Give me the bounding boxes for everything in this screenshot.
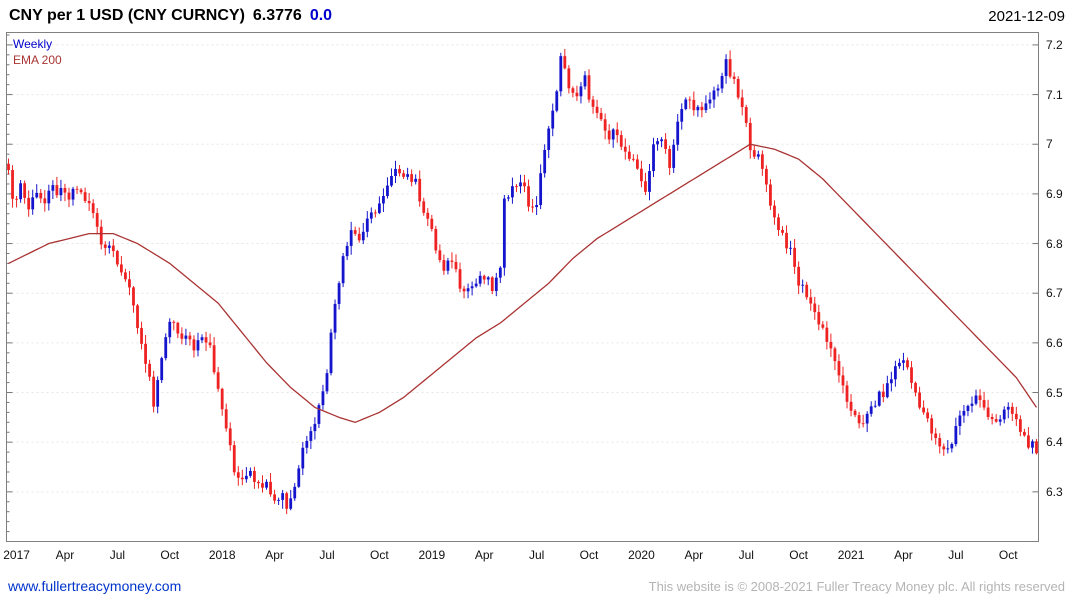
grid-group <box>6 34 1039 542</box>
chart-date: 2021-12-09 <box>988 8 1065 25</box>
ema-line <box>8 143 1038 424</box>
y-axis-label: 6.4 <box>1046 435 1063 450</box>
x-axis-label: Oct <box>370 548 389 562</box>
x-axis-label: 2018 <box>208 548 236 562</box>
plot-border <box>6 32 1039 542</box>
x-axis-label: Jul <box>948 548 964 562</box>
candles-group <box>7 48 1038 515</box>
copyright-text: This website is © 2008-2021 Fuller Treac… <box>648 579 1065 594</box>
x-axis-label: Jul <box>738 548 754 562</box>
last-price: 6.3776 <box>252 7 302 24</box>
x-axis-label: Jul <box>319 548 335 562</box>
x-axis-label: Oct <box>160 548 180 562</box>
chart-title-bar: CNY per 1 USD (CNY CURNCY) 6.3776 0.0 2021… <box>9 7 1065 29</box>
y-axis-label: 6.5 <box>1046 385 1063 400</box>
x-axis-label: 2019 <box>418 548 446 562</box>
x-axis-label: Oct <box>998 548 1018 562</box>
x-axis-label: Oct <box>579 548 599 562</box>
x-axis-label: 2020 <box>628 548 655 562</box>
legend-timeframe: Weekly <box>13 37 53 51</box>
y-axis-label: 6.6 <box>1046 335 1063 350</box>
footer: www.fullertreacymoney.com This website i… <box>8 578 1065 596</box>
candlestick-chart[interactable] <box>6 32 1075 544</box>
instrument-title: CNY per 1 USD (CNY CURNCY) <box>9 7 245 24</box>
y-axis-label: 6.7 <box>1046 286 1063 301</box>
chart-area: Weekly EMA 200 7.2 7.1 7 6.9 6.8 6.7 6.6 6.5 6.4… <box>3 32 1075 574</box>
x-axis-label: Apr <box>894 548 913 562</box>
website-link[interactable]: www.fullertreacymoney.com <box>8 578 182 594</box>
y-axis-label: 6.8 <box>1046 236 1063 251</box>
price-change: 0.0 <box>309 7 333 24</box>
x-axis-label: 2017 <box>3 548 30 562</box>
legend-ema-200: EMA 200 <box>13 53 62 67</box>
x-axis-label: Jul <box>109 548 126 562</box>
x-axis-label: 2021 <box>837 548 865 562</box>
y-axis-label: 7 <box>1046 137 1053 152</box>
x-axis-label: Apr <box>55 548 75 562</box>
x-axis-label: Apr <box>265 548 284 562</box>
x-axis-label: Apr <box>684 548 704 562</box>
y-axis-label: 6.9 <box>1046 186 1063 201</box>
x-axis-label: Apr <box>474 548 494 562</box>
y-axis-label: 7.1 <box>1046 87 1063 102</box>
y-axis-label: 7.2 <box>1046 37 1063 52</box>
x-axis-label: Jul <box>528 548 545 562</box>
y-axis-label: 6.3 <box>1046 484 1063 499</box>
x-axis-label: Oct <box>789 548 808 562</box>
